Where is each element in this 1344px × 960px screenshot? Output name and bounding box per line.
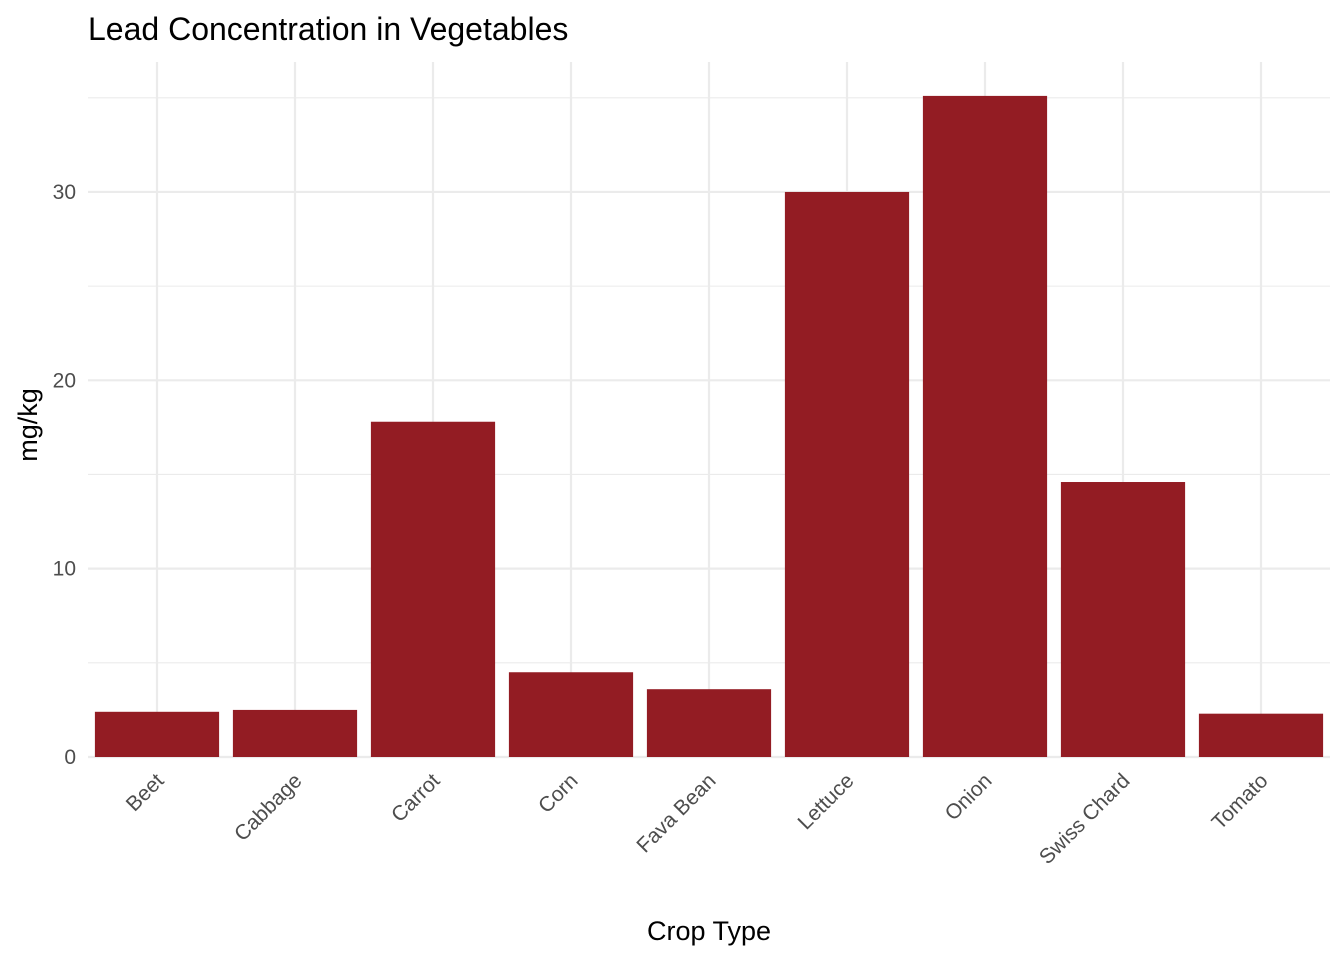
bar-corn (508, 672, 634, 757)
y-axis-ticks: 0 10 20 30 (53, 181, 76, 769)
x-tick-label: Lettuce (794, 769, 859, 834)
y-tick-label: 20 (53, 369, 76, 392)
x-tick-label: Carrot (387, 769, 445, 827)
x-tick-label: Swiss Chard (1035, 769, 1135, 869)
y-tick-label: 0 (64, 746, 76, 769)
bars (94, 95, 1324, 757)
chart-title: Lead Concentration in Vegetables (88, 11, 568, 47)
bar-onion (922, 95, 1048, 757)
x-axis-title: Crop Type (647, 916, 771, 946)
y-axis-title: mg/kg (13, 388, 43, 462)
x-tick-label: Onion (941, 769, 997, 825)
x-tick-label: Tomato (1208, 769, 1273, 834)
y-tick-label: 30 (53, 181, 76, 204)
x-tick-label: Fava Bean (632, 769, 720, 857)
x-tick-label: Cabbage (230, 769, 307, 846)
y-tick-label: 10 (53, 558, 76, 581)
bar-fava-bean (646, 689, 772, 757)
x-axis-ticks: Beet Cabbage Carrot Corn Fava Bean Lettuce Oni… (122, 769, 1273, 869)
bar-cabbage (232, 709, 358, 757)
x-tick-label: Corn (534, 769, 582, 817)
bar-lettuce (784, 191, 910, 757)
bar-carrot (370, 421, 496, 757)
bar-tomato (1198, 713, 1324, 757)
bar-beet (94, 711, 220, 757)
bar-swiss-chard (1060, 482, 1186, 757)
x-tick-label: Beet (122, 769, 169, 816)
